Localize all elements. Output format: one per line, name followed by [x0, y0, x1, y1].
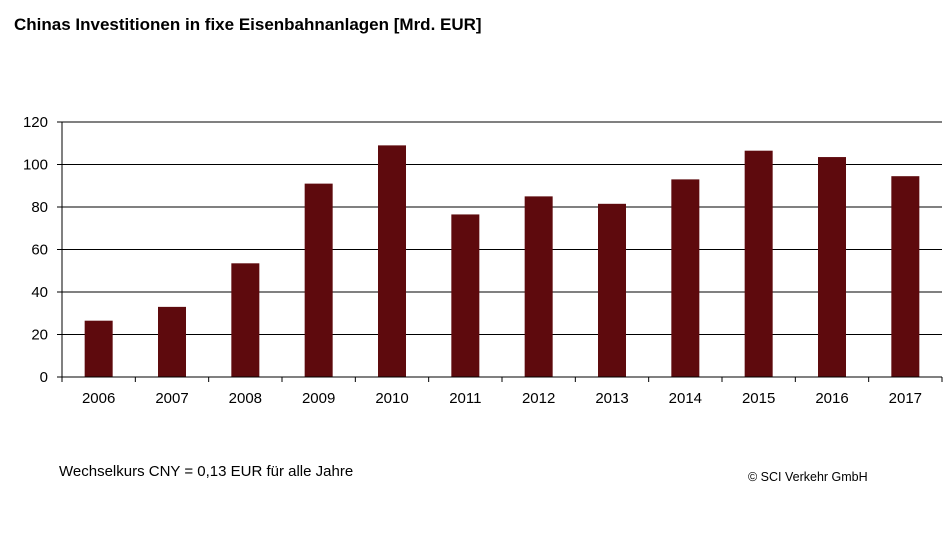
axes [61, 122, 943, 382]
copyright-notice: © SCI Verkehr GmbH [748, 470, 868, 484]
y-tick-label: 60 [31, 242, 48, 259]
bar-2014 [671, 179, 700, 377]
x-tick-label: 2009 [302, 390, 335, 407]
bar-2017 [891, 176, 920, 377]
bar-2015 [744, 150, 773, 377]
x-tick-label: 2008 [229, 390, 262, 407]
y-tick-label: 120 [23, 114, 48, 131]
x-tick-label: 2012 [522, 390, 555, 407]
tick-labels: 0 20 40 60 80 100 120 2006 2007 2008 2009 2010 2011 2… [23, 114, 922, 407]
x-tick-label: 2015 [742, 390, 775, 407]
exchange-rate-footnote: Wechselkurs CNY = 0,13 EUR für alle Jahr… [59, 463, 354, 480]
bar-2008 [231, 263, 260, 377]
bar-2010 [378, 145, 406, 377]
bar-2012 [524, 196, 553, 377]
bars [84, 145, 920, 377]
gridlines [57, 121, 942, 378]
x-tick-label: 2010 [375, 390, 408, 407]
bar-2009 [304, 183, 333, 377]
bar-2013 [598, 203, 626, 377]
bar-2007 [158, 306, 186, 377]
bar-2016 [818, 157, 846, 377]
y-tick-label: 100 [23, 157, 48, 174]
bar-2006 [84, 320, 113, 377]
y-tick-label: 20 [31, 327, 48, 344]
x-tick-label: 2007 [155, 390, 188, 407]
x-tick-label: 2014 [669, 390, 702, 407]
x-tick-label: 2011 [449, 390, 481, 407]
x-tick-label: 2017 [889, 390, 922, 407]
chart-title: Chinas Investitionen in fixe Eisenbahnan… [14, 15, 482, 34]
x-tick-label: 2006 [82, 390, 115, 407]
y-tick-label: 40 [31, 284, 48, 301]
y-tick-label: 0 [40, 369, 48, 386]
bar-2011 [451, 214, 480, 377]
x-tick-label: 2013 [595, 390, 628, 407]
y-tick-label: 80 [31, 199, 48, 216]
x-tick-label: 2016 [815, 390, 848, 407]
